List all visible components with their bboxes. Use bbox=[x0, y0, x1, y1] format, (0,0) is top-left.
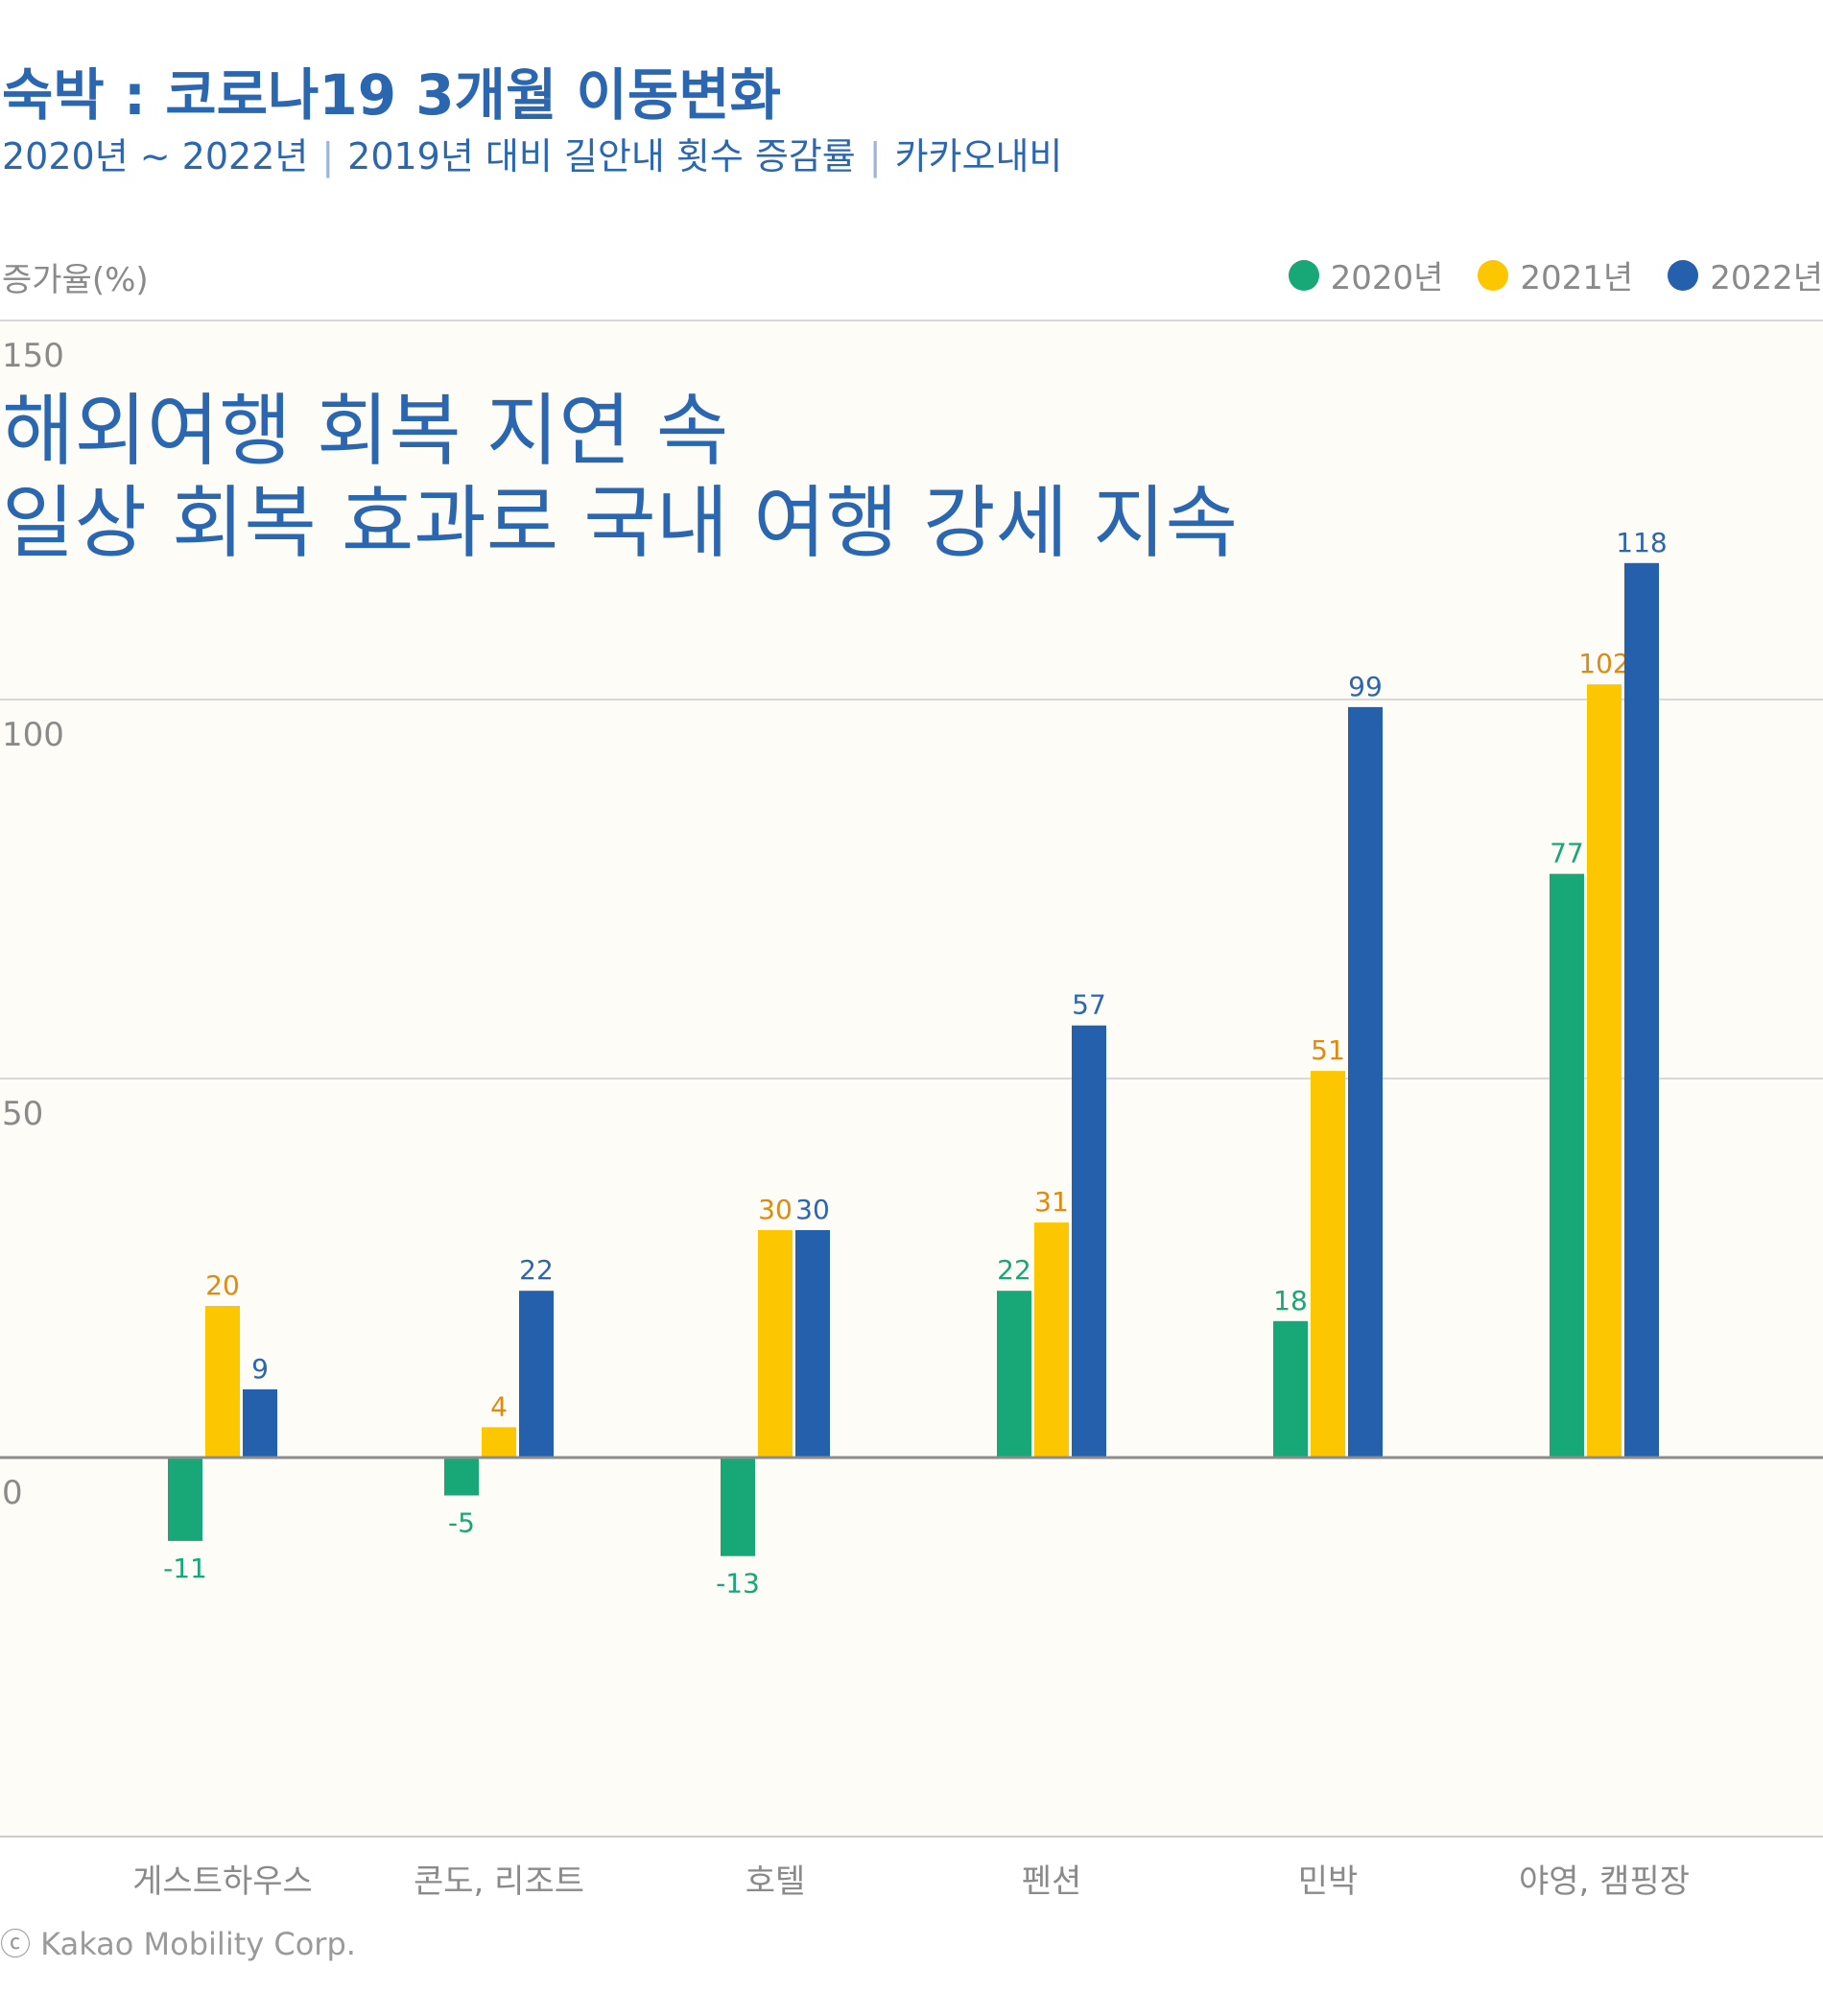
bar-value-label: 102 bbox=[1578, 648, 1629, 679]
bar bbox=[721, 1458, 755, 1556]
bar-value-label: 31 bbox=[1034, 1186, 1069, 1218]
x-tick-label: 펜션 bbox=[1022, 1862, 1082, 1901]
y-tick-label: 50 bbox=[2, 1095, 43, 1133]
y-tick-label: 0 bbox=[2, 1474, 23, 1512]
y-axis-label: 증가율(%) bbox=[2, 261, 149, 299]
bar-value-label: 99 bbox=[1348, 671, 1383, 702]
bar bbox=[758, 1230, 793, 1458]
subtitle-separator: | bbox=[868, 135, 882, 178]
legend-item-2022: 2022년 bbox=[1668, 251, 1823, 298]
x-axis-ticks: 게스트하우스 콘도, 리조트 호텔 펜션 민박 야영, 캠핑장 bbox=[132, 1862, 1690, 1901]
bar bbox=[1550, 873, 1584, 1458]
gridlines bbox=[0, 320, 1823, 1838]
bar bbox=[1348, 706, 1383, 1458]
headline-line-2: 일상 회복 효과로 국내 여행 강세 지속 bbox=[2, 478, 1238, 569]
copyright-footer: ⓒ Kakao Mobility Corp. bbox=[0, 1926, 356, 1962]
bar bbox=[1034, 1222, 1069, 1458]
x-tick-label: 민박 bbox=[1298, 1862, 1359, 1901]
x-tick-label: 야영, 캠핑장 bbox=[1519, 1862, 1690, 1901]
bar bbox=[1624, 562, 1659, 1458]
subtitle-period: 2020년 ~ 2022년 bbox=[2, 135, 309, 178]
x-tick-label: 호텔 bbox=[746, 1862, 806, 1901]
bar bbox=[795, 1230, 830, 1458]
subtitle-metric: 2019년 대비 길안내 횟수 증감률 bbox=[347, 135, 856, 178]
legend-item-2021: 2021년 bbox=[1478, 251, 1633, 298]
bar-value-label: 4 bbox=[490, 1390, 508, 1422]
bar bbox=[205, 1306, 240, 1458]
bar-value-label: 9 bbox=[251, 1353, 269, 1385]
bar-value-label: 77 bbox=[1550, 838, 1584, 869]
legend-swatch-2022 bbox=[1668, 259, 1699, 291]
y-axis-ticks: 0 50 100 150 bbox=[2, 337, 64, 1512]
bar-value-label: 22 bbox=[519, 1254, 554, 1286]
bar bbox=[1273, 1320, 1308, 1458]
legend: 2020년 2021년 2022년 bbox=[1288, 251, 1823, 298]
bar-value-label: 30 bbox=[758, 1194, 793, 1225]
bar-value-label: 22 bbox=[997, 1254, 1031, 1286]
bar-value-label: -5 bbox=[448, 1507, 475, 1539]
bar-value-label: 118 bbox=[1616, 527, 1667, 558]
bar-value-label: -11 bbox=[163, 1553, 207, 1584]
bar bbox=[997, 1291, 1031, 1458]
legend-swatch-2020 bbox=[1288, 259, 1319, 291]
bar-value-label: 18 bbox=[1273, 1285, 1308, 1316]
bar bbox=[1311, 1071, 1345, 1458]
bar-value-label: -13 bbox=[716, 1568, 760, 1600]
bar bbox=[168, 1458, 202, 1541]
bar-value-label: 20 bbox=[205, 1269, 240, 1301]
bar-value-label: 30 bbox=[795, 1194, 830, 1225]
bar-value-label: 51 bbox=[1311, 1034, 1345, 1066]
legend-label-2022: 2022년 bbox=[1710, 259, 1823, 297]
bar bbox=[519, 1291, 554, 1458]
legend-swatch-2021 bbox=[1478, 259, 1509, 291]
legend-label-2021: 2021년 bbox=[1520, 259, 1634, 297]
y-tick-label: 100 bbox=[2, 716, 64, 754]
chart-title: 숙박 : 코로나19 3개월 이동변화 bbox=[2, 62, 781, 128]
y-tick-label: 150 bbox=[2, 337, 64, 375]
x-tick-label: 콘도, 리조트 bbox=[414, 1862, 584, 1901]
headline-annotation: 해외여행 회복 지연 속 일상 회복 효과로 국내 여행 강세 지속 bbox=[2, 386, 1238, 570]
subtitle-separator: | bbox=[321, 135, 335, 178]
bars: -11 20 9 -5 4 22 -13 30 30 22 31 57 18 51 99 77 102 118 bbox=[163, 527, 1668, 1600]
bar bbox=[1587, 684, 1622, 1458]
legend-item-2020: 2020년 bbox=[1288, 251, 1444, 298]
chart-subtitle: 2020년 ~ 2022년 | 2019년 대비 길안내 횟수 증감률 | 카카오내비 bbox=[2, 127, 1062, 179]
bar bbox=[1072, 1025, 1106, 1458]
subtitle-source: 카카오내비 bbox=[894, 135, 1063, 178]
bar bbox=[482, 1427, 516, 1458]
bar-value-label: 57 bbox=[1072, 989, 1106, 1021]
legend-label-2020: 2020년 bbox=[1330, 259, 1444, 297]
bar bbox=[243, 1388, 277, 1458]
bar bbox=[444, 1458, 479, 1496]
headline-line-1: 해외여행 회복 지연 속 bbox=[2, 386, 729, 477]
x-tick-label: 게스트하우스 bbox=[132, 1862, 313, 1901]
